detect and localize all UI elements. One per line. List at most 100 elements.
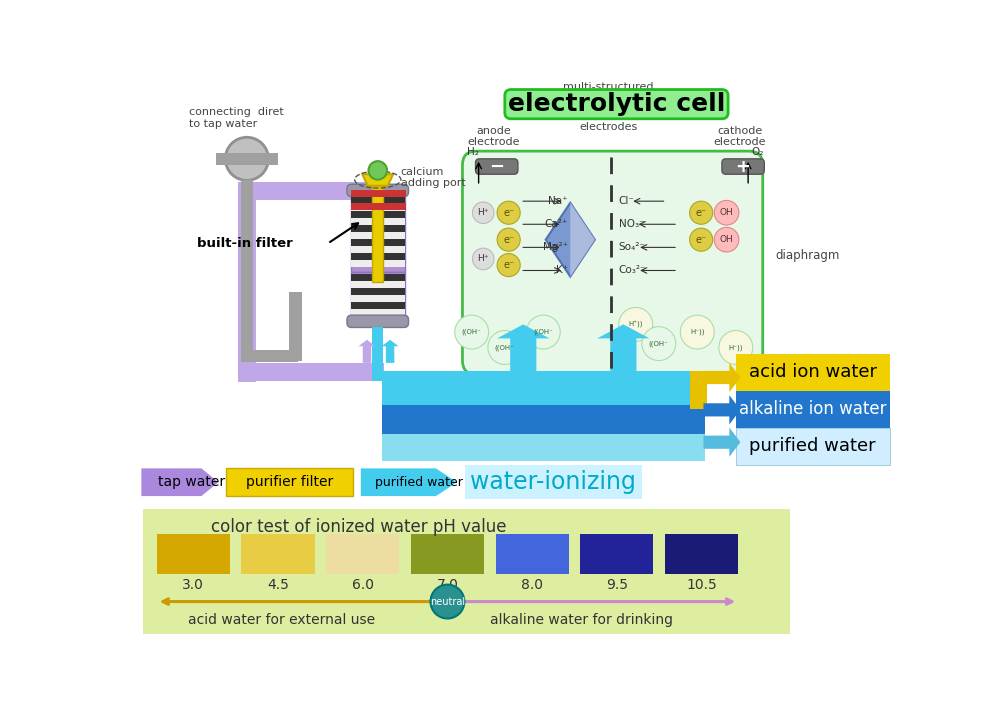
Text: ((OH⁻: ((OH⁻: [649, 341, 669, 347]
Bar: [351, 204, 405, 211]
Bar: [736, 428, 890, 465]
Text: calcium
adding port: calcium adding port: [401, 166, 466, 188]
Polygon shape: [546, 203, 595, 276]
Circle shape: [690, 201, 713, 224]
Text: −: −: [489, 158, 504, 176]
Text: OH: OH: [720, 235, 733, 244]
Text: e⁻: e⁻: [503, 235, 514, 245]
Text: alkaline water for drinking: alkaline water for drinking: [490, 613, 673, 627]
Text: H⁻)): H⁻)): [690, 329, 705, 336]
Bar: [372, 328, 383, 381]
Bar: [157, 534, 230, 574]
Text: color test of ionized water pH value: color test of ionized water pH value: [211, 518, 506, 536]
Bar: [382, 406, 705, 435]
Bar: [241, 197, 253, 351]
Text: Na⁺: Na⁺: [548, 196, 568, 206]
Text: acid ion water: acid ion water: [749, 363, 877, 381]
Polygon shape: [362, 174, 393, 186]
Polygon shape: [703, 363, 740, 392]
Bar: [238, 182, 384, 201]
Circle shape: [690, 228, 713, 251]
Text: purified water: purified water: [749, 437, 876, 455]
Text: H⁺: H⁺: [477, 208, 489, 217]
Polygon shape: [382, 340, 399, 363]
Text: +: +: [735, 158, 750, 176]
Circle shape: [497, 228, 520, 251]
Circle shape: [526, 315, 560, 349]
Circle shape: [497, 201, 520, 224]
Bar: [736, 353, 890, 391]
Text: ((OH⁻: ((OH⁻: [533, 329, 553, 336]
Circle shape: [719, 331, 753, 364]
Bar: [351, 302, 405, 309]
FancyBboxPatch shape: [476, 159, 518, 174]
Bar: [238, 363, 384, 381]
Polygon shape: [703, 428, 740, 457]
Bar: [351, 281, 405, 288]
Bar: [351, 272, 405, 318]
Bar: [351, 253, 405, 260]
FancyBboxPatch shape: [347, 184, 409, 196]
Bar: [351, 232, 405, 239]
Text: NO₃⁻: NO₃⁻: [619, 219, 644, 229]
Bar: [351, 309, 405, 316]
Circle shape: [488, 331, 522, 364]
Text: purified water: purified water: [375, 476, 463, 488]
Bar: [411, 534, 484, 574]
Bar: [736, 391, 890, 428]
Circle shape: [642, 327, 676, 361]
Polygon shape: [361, 468, 457, 496]
Text: tap water: tap water: [158, 476, 225, 489]
Text: 3.0: 3.0: [182, 578, 204, 592]
Text: purifier filter: purifier filter: [246, 476, 334, 489]
Bar: [382, 371, 412, 406]
Text: OH: OH: [720, 208, 733, 217]
Text: Co₃²⁻: Co₃²⁻: [619, 266, 646, 276]
Bar: [216, 153, 278, 165]
Bar: [326, 534, 399, 574]
Text: water-ionizing: water-ionizing: [470, 471, 636, 494]
Bar: [241, 181, 253, 197]
Polygon shape: [359, 340, 375, 363]
Circle shape: [472, 248, 494, 270]
Bar: [351, 225, 405, 232]
Bar: [382, 435, 705, 461]
Text: electrolytic cell: electrolytic cell: [508, 92, 725, 116]
Text: connecting  diret
to tap water: connecting diret to tap water: [189, 107, 284, 129]
Polygon shape: [570, 203, 595, 276]
Circle shape: [455, 315, 489, 349]
Text: anode
electrode: anode electrode: [467, 126, 520, 147]
Text: e⁻: e⁻: [503, 260, 514, 270]
Bar: [351, 295, 405, 302]
Bar: [241, 534, 315, 574]
FancyBboxPatch shape: [462, 151, 763, 374]
Polygon shape: [141, 468, 218, 496]
Text: neutral: neutral: [430, 597, 465, 607]
Text: Cl⁻: Cl⁻: [619, 196, 635, 206]
Text: H⁻)): H⁻)): [729, 344, 743, 351]
Circle shape: [472, 202, 494, 223]
Bar: [351, 239, 405, 246]
Text: e⁻: e⁻: [696, 208, 707, 218]
Bar: [351, 288, 405, 295]
Text: e⁻: e⁻: [696, 235, 707, 245]
Text: So₄²⁻: So₄²⁻: [619, 242, 646, 252]
Text: O₂: O₂: [751, 146, 764, 156]
Text: e⁻: e⁻: [503, 208, 514, 218]
Bar: [580, 534, 653, 574]
Circle shape: [619, 308, 653, 341]
Circle shape: [225, 137, 268, 181]
Text: diaphragm: diaphragm: [776, 248, 840, 261]
Circle shape: [680, 315, 714, 349]
Bar: [143, 509, 790, 634]
Text: alkaline ion water: alkaline ion water: [739, 400, 887, 418]
Bar: [690, 371, 707, 409]
Bar: [241, 350, 298, 362]
Text: H⁺: H⁺: [477, 254, 489, 263]
Circle shape: [369, 161, 387, 180]
Circle shape: [497, 253, 520, 276]
Text: 4.5: 4.5: [267, 578, 289, 592]
Circle shape: [430, 585, 464, 618]
Text: built-in filter: built-in filter: [197, 237, 293, 250]
Text: 10.5: 10.5: [686, 578, 717, 592]
